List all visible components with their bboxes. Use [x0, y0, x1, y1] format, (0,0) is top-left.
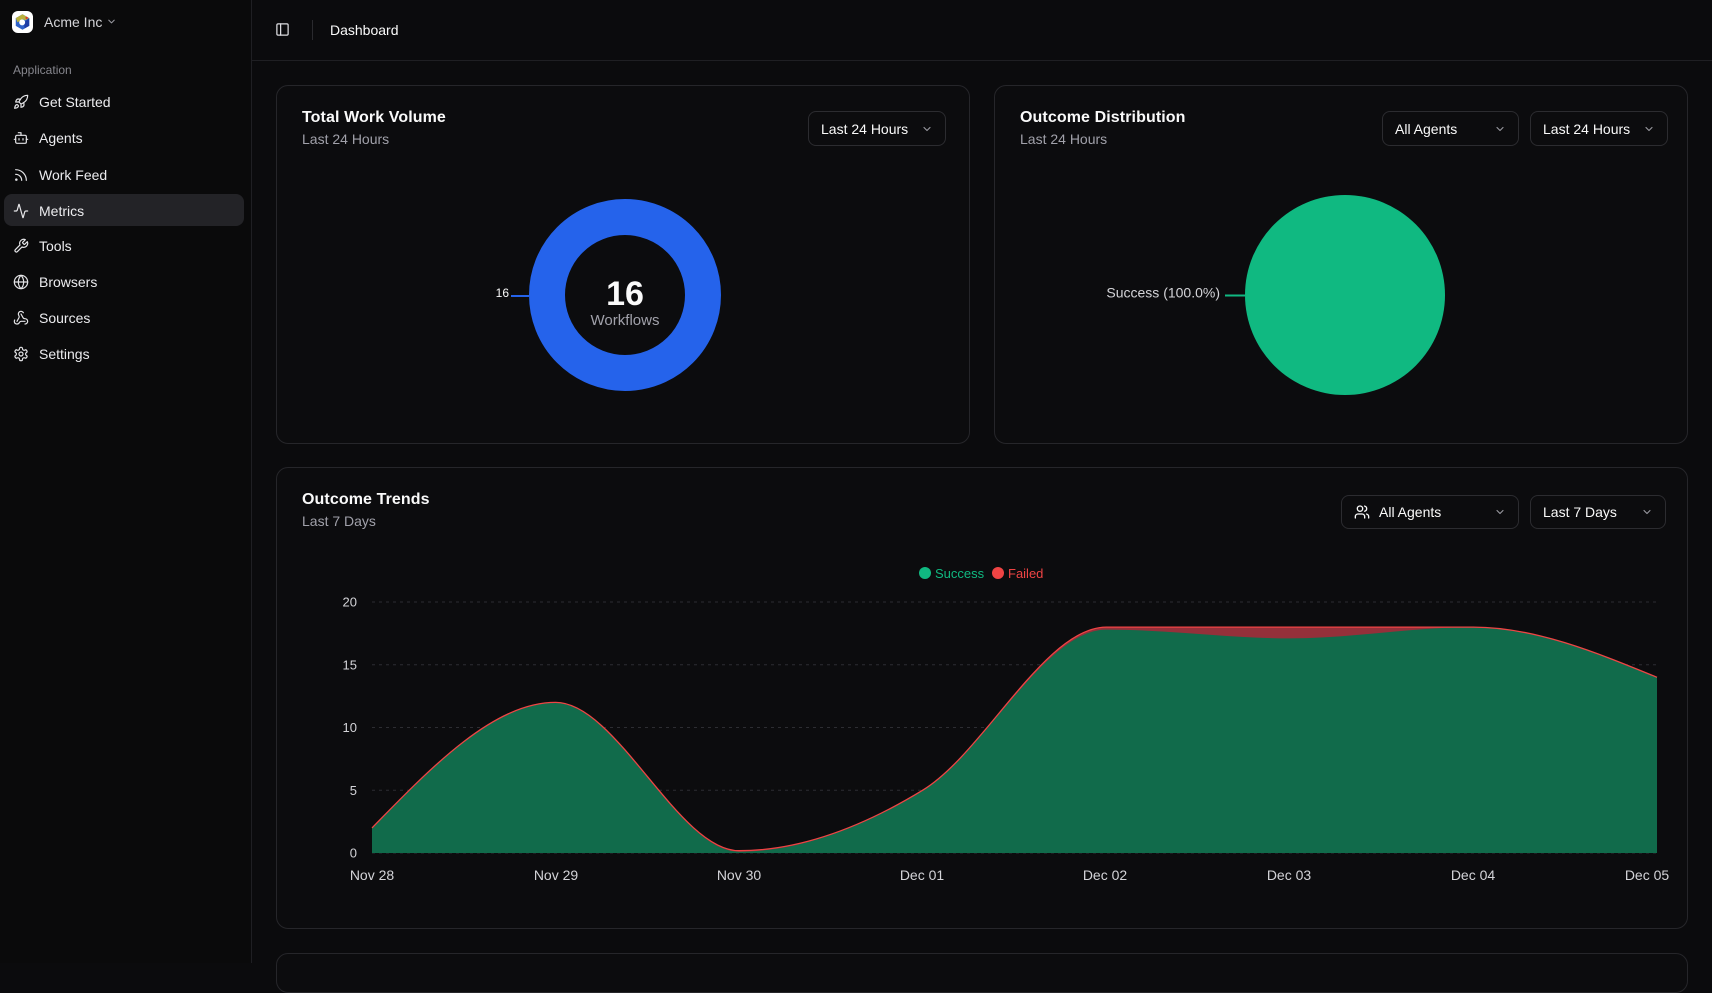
svg-text:Dec 03: Dec 03 — [1267, 867, 1312, 883]
svg-text:Nov 29: Nov 29 — [534, 867, 579, 883]
svg-text:Workflows: Workflows — [591, 312, 660, 329]
svg-text:Dec 04: Dec 04 — [1451, 867, 1496, 883]
svg-text:15: 15 — [343, 657, 357, 672]
svg-text:5: 5 — [350, 783, 357, 798]
svg-text:Failed: Failed — [1008, 566, 1043, 581]
svg-text:Success (100.0%): Success (100.0%) — [1106, 285, 1220, 301]
svg-text:Success: Success — [935, 566, 985, 581]
svg-text:Nov 28: Nov 28 — [350, 867, 395, 883]
svg-text:20: 20 — [343, 595, 357, 610]
svg-text:Dec 01: Dec 01 — [900, 867, 945, 883]
svg-text:16: 16 — [606, 275, 644, 313]
svg-text:10: 10 — [343, 720, 357, 735]
svg-text:Nov 30: Nov 30 — [717, 867, 762, 883]
svg-text:Dec 05: Dec 05 — [1625, 867, 1670, 883]
svg-text:0: 0 — [350, 846, 357, 861]
svg-text:16: 16 — [496, 286, 510, 300]
svg-text:Dec 02: Dec 02 — [1083, 867, 1128, 883]
